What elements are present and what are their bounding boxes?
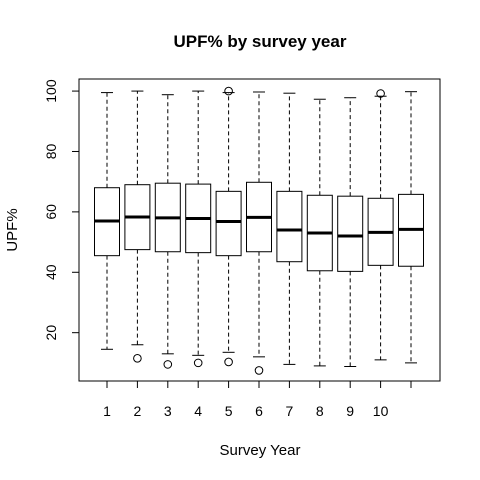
outlier-point	[133, 354, 142, 363]
x-axis: 1 2 3 4 5 6 7 8 9 10	[103, 380, 412, 419]
chart-title: UPF% by survey year	[174, 32, 347, 51]
y-axis-title: UPF%	[4, 208, 21, 251]
box-group	[398, 91, 424, 364]
box-group	[276, 92, 303, 365]
outlier-point	[254, 366, 264, 375]
x-tick-label: 6	[255, 403, 263, 419]
box-group	[185, 90, 212, 368]
x-tick-label: 7	[286, 403, 294, 419]
box-group	[94, 92, 120, 350]
y-tick-label: 20	[43, 325, 59, 341]
box-group	[337, 97, 364, 368]
x-tick-label: 2	[134, 403, 142, 419]
x-tick-label: 5	[225, 403, 233, 419]
outlier-point	[163, 360, 173, 369]
y-tick-label: 80	[43, 143, 59, 159]
box-group	[215, 86, 242, 367]
outlier-point	[224, 357, 233, 367]
y-tick-label: 60	[43, 204, 59, 220]
box-group	[124, 90, 151, 363]
box-series	[94, 86, 424, 375]
x-tick-label: 1	[103, 403, 111, 419]
outlier-point	[224, 86, 233, 96]
outlier-point	[376, 89, 385, 98]
box-group	[367, 89, 394, 361]
box-group	[246, 91, 272, 375]
x-tick-label: 10	[373, 403, 389, 419]
x-tick-label: 4	[194, 403, 202, 419]
outlier-point	[193, 358, 203, 368]
y-tick-label: 100	[43, 79, 59, 103]
box-group	[154, 94, 181, 369]
x-tick-label: 9	[346, 403, 354, 419]
y-tick-label: 40	[43, 264, 59, 280]
x-tick-label: 8	[316, 403, 324, 419]
iqr-box	[276, 190, 303, 263]
y-axis: 20 40 60 80 100	[43, 79, 80, 341]
iqr-box	[337, 195, 364, 272]
x-axis-title: Survey Year	[220, 442, 301, 459]
iqr-box	[215, 190, 242, 257]
x-tick-label: 3	[164, 403, 172, 419]
box-group	[306, 98, 333, 367]
